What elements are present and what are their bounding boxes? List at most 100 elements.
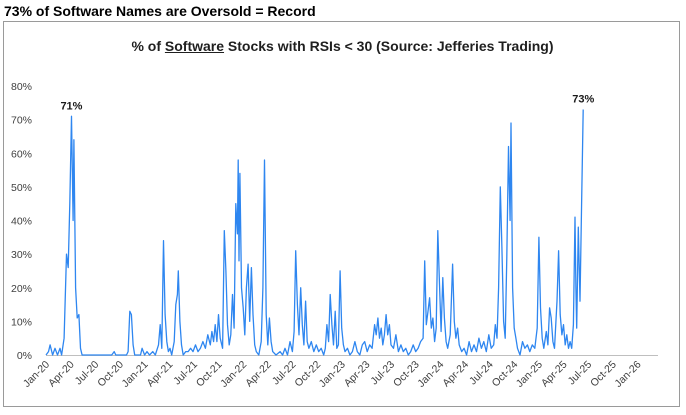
data-point [469, 341, 470, 342]
data-point [185, 351, 186, 352]
chart-title: % of Software Stocks with RSIs < 30 (Sou… [4, 38, 681, 54]
data-point [256, 351, 257, 352]
x-tick-label: Apr-23 [342, 359, 373, 390]
y-tick-label: 0% [17, 350, 32, 362]
data-point [175, 304, 176, 305]
data-point [152, 351, 153, 352]
y-tick-label: 20% [11, 283, 32, 295]
data-point [308, 348, 309, 349]
data-point [134, 354, 135, 355]
data-point [481, 348, 482, 349]
data-point [563, 324, 564, 325]
data-point [307, 341, 308, 342]
data-point [524, 348, 525, 349]
data-point [423, 338, 424, 339]
data-point [413, 344, 414, 345]
data-point [573, 324, 574, 325]
data-point [581, 203, 582, 204]
data-point [275, 354, 276, 355]
data-point [338, 344, 339, 345]
data-point [386, 314, 387, 315]
data-point [323, 354, 324, 355]
data-point [457, 328, 458, 329]
data-point [486, 351, 487, 352]
data-point [347, 348, 348, 349]
data-point [343, 344, 344, 345]
data-point [478, 338, 479, 339]
data-point [519, 354, 520, 355]
data-point [393, 348, 394, 349]
data-point [558, 250, 559, 251]
data-point [241, 287, 242, 288]
data-point [442, 277, 443, 278]
data-point [522, 341, 523, 342]
data-point [287, 354, 288, 355]
data-point [570, 341, 571, 342]
data-point [367, 351, 368, 352]
series-line [45, 109, 584, 356]
data-point [420, 341, 421, 342]
data-point [495, 324, 496, 325]
x-tick-label: Jan-24 [415, 359, 446, 390]
data-point [261, 341, 262, 342]
data-point [178, 270, 179, 271]
data-point [436, 328, 437, 329]
data-point [326, 324, 327, 325]
data-point [333, 344, 334, 345]
x-tick-label: Jan-21 [120, 359, 151, 390]
data-point [377, 317, 378, 318]
data-point [57, 354, 58, 355]
data-point [506, 257, 507, 258]
data-point [297, 304, 298, 305]
data-point [452, 264, 453, 265]
data-point [354, 341, 355, 342]
data-point [450, 334, 451, 335]
data-point [238, 159, 239, 160]
data-point [446, 341, 447, 342]
data-point [431, 328, 432, 329]
data-point [78, 314, 79, 315]
data-point [376, 334, 377, 335]
data-point [95, 354, 96, 355]
data-point [45, 354, 46, 355]
x-tick-label: Oct-23 [391, 359, 422, 390]
data-point [142, 348, 143, 349]
data-point [211, 331, 212, 332]
data-point [543, 348, 544, 349]
data-point [403, 351, 404, 352]
data-point [232, 294, 233, 295]
data-point [575, 287, 576, 288]
data-point [459, 344, 460, 345]
data-point [59, 348, 60, 349]
data-point [179, 321, 180, 322]
x-tick-label: Apr-25 [539, 359, 570, 390]
chart-title-prefix: % of [131, 38, 165, 54]
data-point [169, 348, 170, 349]
data-point [115, 354, 116, 355]
data-point [126, 354, 127, 355]
data-point [476, 351, 477, 352]
data-point [202, 341, 203, 342]
data-point [171, 354, 172, 355]
data-point [77, 317, 78, 318]
data-point [540, 307, 541, 308]
data-point [514, 328, 515, 329]
data-point [418, 348, 419, 349]
data-point [61, 354, 62, 355]
data-point [183, 354, 184, 355]
data-point [289, 341, 290, 342]
data-point [149, 354, 150, 355]
data-point [48, 351, 49, 352]
data-point [362, 344, 363, 345]
y-tick-label: 10% [11, 316, 32, 328]
data-point [331, 324, 332, 325]
data-point [441, 331, 442, 332]
data-point [69, 203, 70, 204]
data-point [483, 341, 484, 342]
data-point [579, 301, 580, 302]
data-point [505, 338, 506, 339]
data-point [330, 294, 331, 295]
data-point [424, 260, 425, 261]
data-point [496, 338, 497, 339]
data-point [215, 324, 216, 325]
